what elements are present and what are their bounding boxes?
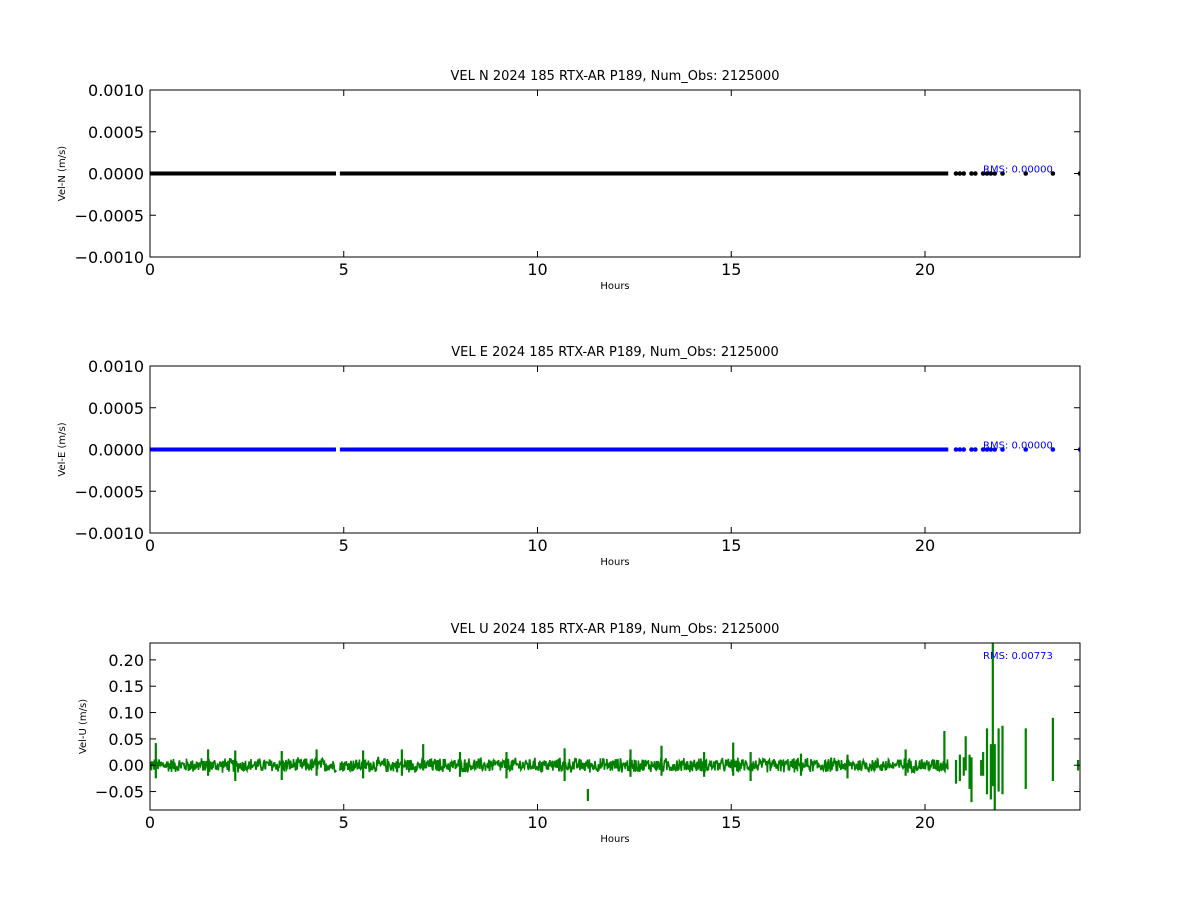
x-tick-label: 5 xyxy=(339,536,349,555)
x-axis-label: Hours xyxy=(600,557,629,568)
data-layer xyxy=(150,447,1080,452)
series-line xyxy=(339,756,949,775)
y-tick-label: 0.20 xyxy=(108,651,144,670)
x-tick-label: 15 xyxy=(721,536,741,555)
x-tick-label: 0 xyxy=(145,813,155,832)
x-tick-label: 15 xyxy=(721,260,741,279)
data-point xyxy=(957,447,963,452)
plot-title: VEL E 2024 185 RTX-AR P189, Num_Obs: 212… xyxy=(451,345,778,360)
x-tick-label: 5 xyxy=(339,813,349,832)
data-point xyxy=(957,171,963,176)
y-tick-label: 0.15 xyxy=(108,677,144,696)
series-line xyxy=(150,756,337,774)
x-tick-label: 15 xyxy=(721,813,741,832)
data-point xyxy=(984,447,990,452)
y-tick-label: 0.10 xyxy=(108,704,144,723)
x-tick-label: 20 xyxy=(915,536,935,555)
rms-annotation: RMS: 0.00773 xyxy=(983,651,1053,662)
panel-north: VEL N 2024 185 RTX-AR P189, Num_Obs: 212… xyxy=(57,69,1081,292)
data-point xyxy=(969,171,974,176)
data-point xyxy=(1050,171,1056,176)
data-point xyxy=(988,447,994,452)
y-tick-label: 0.0010 xyxy=(88,81,144,100)
plot-title: VEL U 2024 185 RTX-AR P189, Num_Obs: 212… xyxy=(451,622,780,637)
y-tick-label: 0.0005 xyxy=(88,123,144,142)
data-point xyxy=(1000,171,1005,176)
y-tick-label: 0.0000 xyxy=(88,165,144,184)
data-point xyxy=(980,447,986,452)
data-point xyxy=(1023,171,1029,176)
data-point xyxy=(953,171,959,176)
x-tick-label: 20 xyxy=(915,260,935,279)
x-tick-label: 0 xyxy=(145,260,155,279)
y-tick-label: 0.0000 xyxy=(88,441,144,460)
x-axis-label: Hours xyxy=(600,834,629,845)
data-point xyxy=(992,171,998,176)
y-axis-label: Vel-E (m/s) xyxy=(57,422,68,476)
data-point xyxy=(1000,447,1005,452)
data-point xyxy=(953,447,959,452)
data-layer xyxy=(150,171,1080,176)
data-layer xyxy=(150,643,1080,810)
y-tick-label: 0.0005 xyxy=(88,399,144,418)
data-point xyxy=(969,447,974,452)
y-tick-label: 0.00 xyxy=(108,756,144,775)
x-tick-label: 10 xyxy=(527,260,547,279)
data-point xyxy=(1050,447,1056,452)
plot-frame xyxy=(149,642,1081,811)
x-tick-label: 10 xyxy=(527,813,547,832)
y-tick-label: 0.05 xyxy=(108,730,144,749)
x-tick-label: 5 xyxy=(339,260,349,279)
panel-up: VEL U 2024 185 RTX-AR P189, Num_Obs: 212… xyxy=(78,622,1081,845)
x-axis-label: Hours xyxy=(600,281,629,292)
rms-annotation: RMS: 0.00000 xyxy=(983,441,1053,452)
x-tick-label: 10 xyxy=(527,536,547,555)
y-axis-label: Vel-U (m/s) xyxy=(78,699,89,754)
y-tick-label: −0.0010 xyxy=(75,248,144,267)
data-point xyxy=(988,171,994,176)
data-point xyxy=(961,171,967,176)
data-point xyxy=(961,447,967,452)
y-axis-label: Vel-N (m/s) xyxy=(57,146,68,201)
x-tick-label: 0 xyxy=(145,536,155,555)
rms-annotation: RMS: 0.00000 xyxy=(983,165,1053,176)
y-tick-label: −0.0005 xyxy=(75,206,144,225)
data-point xyxy=(1023,447,1029,452)
y-tick-label: 0.0010 xyxy=(88,357,144,376)
data-point xyxy=(980,171,986,176)
data-point xyxy=(973,447,978,452)
x-tick-label: 20 xyxy=(915,813,935,832)
y-tick-label: −0.0010 xyxy=(75,524,144,543)
data-point xyxy=(992,447,998,452)
plot-title: VEL N 2024 185 RTX-AR P189, Num_Obs: 212… xyxy=(451,69,780,84)
y-tick-label: −0.05 xyxy=(95,783,144,802)
data-point xyxy=(984,171,990,176)
data-point xyxy=(973,171,978,176)
panel-east: VEL E 2024 185 RTX-AR P189, Num_Obs: 212… xyxy=(57,345,1081,568)
y-tick-label: −0.0005 xyxy=(75,482,144,501)
